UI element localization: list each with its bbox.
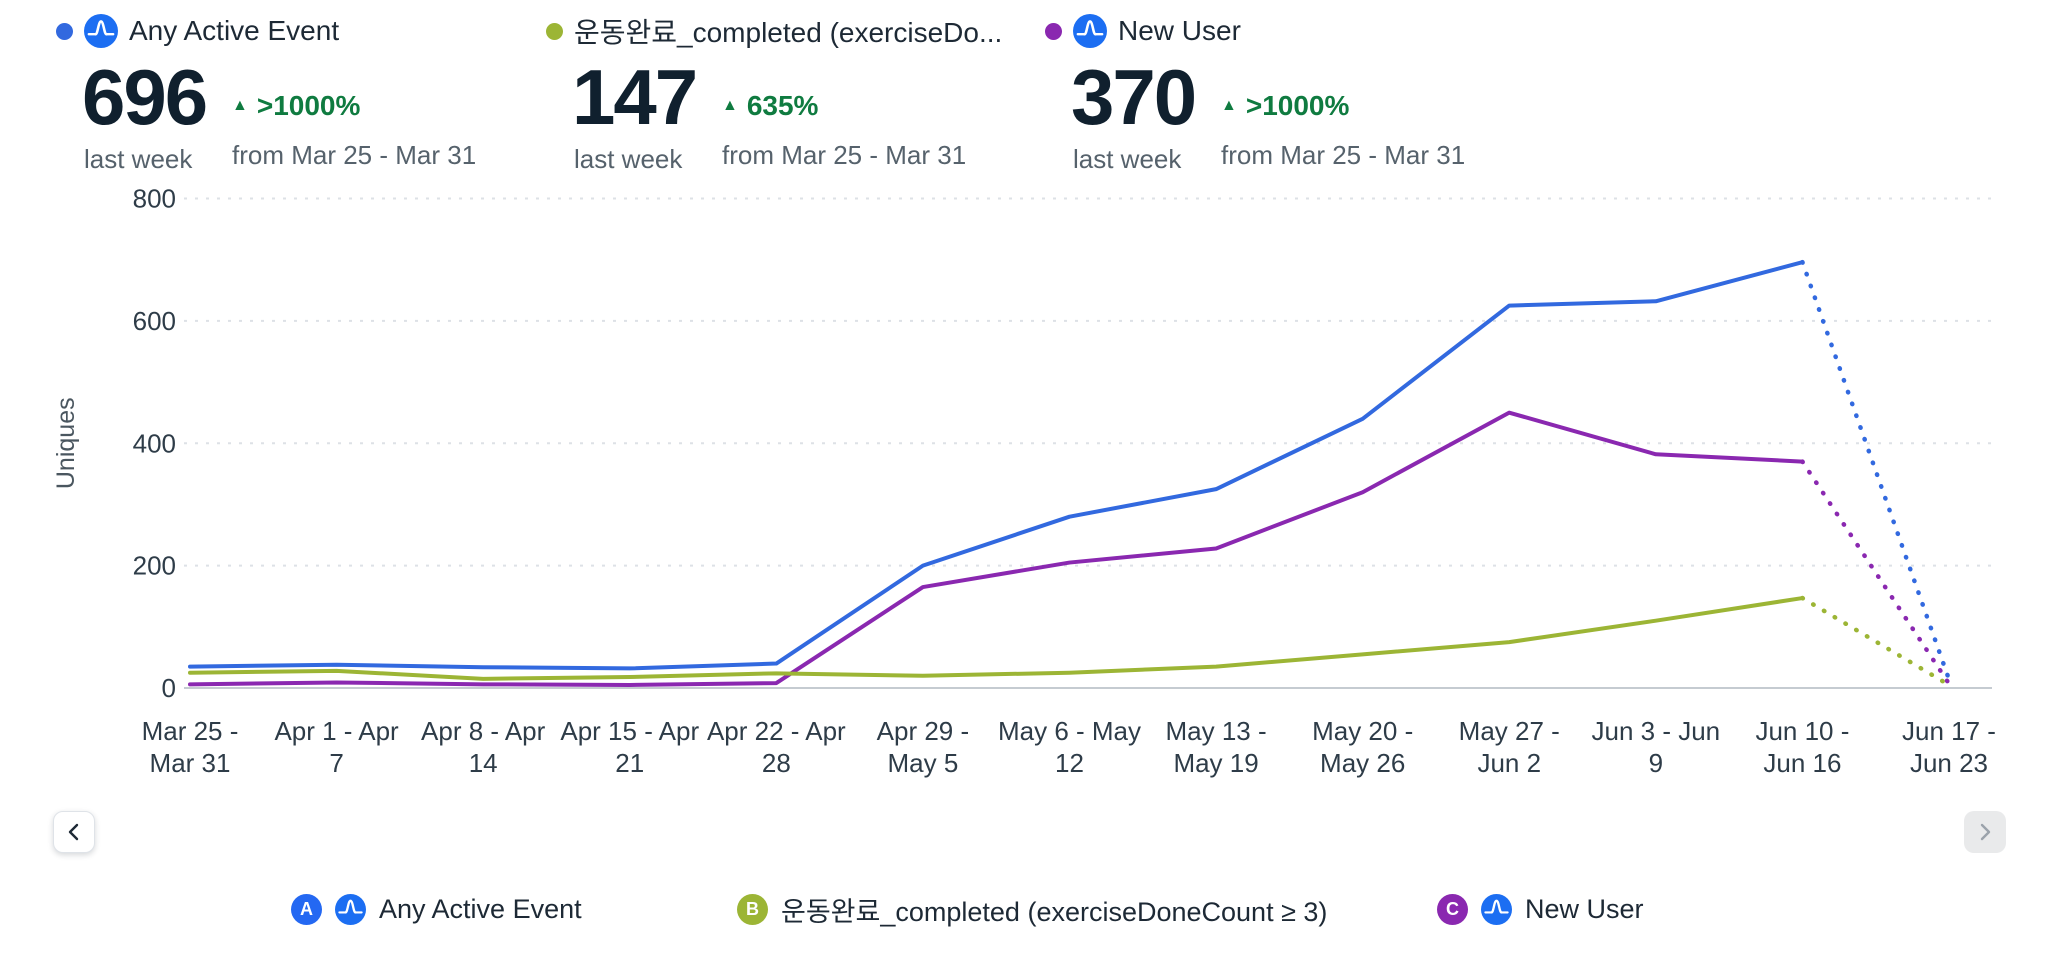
x-axis-label: Apr 22 - Apr	[707, 716, 846, 746]
x-axis-label: Jun 23	[1910, 748, 1988, 778]
x-axis-label: May 26	[1320, 748, 1405, 778]
metric-card-any-active-event: Any Active Event 696 last week ▲ >1000% …	[44, 8, 544, 180]
legend-label: 운동완료_completed (exerciseDoneCount ≥ 3)	[781, 896, 1328, 927]
x-axis-label: Apr 1 - Apr	[274, 716, 399, 746]
metric-header-new-user[interactable]: New User	[1033, 8, 1533, 54]
x-axis-label: May 6 - May	[998, 716, 1141, 746]
amplitude-logo-icon	[1073, 14, 1107, 48]
metric-value: 147	[572, 53, 698, 141]
x-axis-label: Jun 17 -	[1902, 716, 1996, 746]
legend-item-exercise-completed[interactable]: B 운동완료_completed (exerciseDoneCount ≥ 3)	[737, 892, 1328, 927]
metric-title: Any Active Event	[129, 15, 340, 46]
x-axis-label: Mar 31	[150, 748, 231, 778]
amplitude-logo-icon	[84, 14, 118, 48]
legend-letter-badge: B	[737, 893, 768, 925]
legend-label: New User	[1525, 893, 1644, 924]
metric-delta-block: ▲ >1000% from Mar 25 - Mar 31	[1221, 92, 1465, 171]
series-line	[188, 260, 1805, 671]
y-tick-label: 800	[133, 184, 176, 214]
metric-title: 운동완료_completed (exerciseDo...	[574, 17, 1003, 48]
metric-value: 370	[1071, 53, 1197, 141]
x-axis-label: 14	[469, 748, 498, 778]
chevron-left-icon	[68, 823, 79, 841]
metric-header-exercise-completed[interactable]: 운동완료_completed (exerciseDo...	[534, 8, 1034, 54]
series-line-projected	[1800, 459, 1952, 686]
chart-scroll-next-button[interactable]	[1964, 811, 2006, 853]
x-axis-label: Jun 2	[1477, 748, 1541, 778]
amplitude-logo-icon	[1481, 893, 1512, 925]
metric-delta: ▲ 635%	[722, 92, 966, 120]
metric-period-label: last week	[1073, 144, 1182, 174]
metric-period-label: last week	[574, 144, 683, 174]
metric-comparison-label: from Mar 25 - Mar 31	[1221, 140, 1466, 170]
metric-card-exercise-completed: 운동완료_completed (exerciseDo... 147 last w…	[534, 8, 1034, 180]
metric-card-new-user: New User 370 last week ▲ >1000% from Mar…	[1033, 8, 1533, 180]
legend-letter-badge: A	[291, 893, 322, 925]
x-axis-label: 28	[762, 748, 791, 778]
series-color-dot	[546, 22, 563, 40]
metric-header-any-active-event[interactable]: Any Active Event	[44, 8, 544, 54]
legend-label: Any Active Event	[379, 893, 582, 924]
x-axis-label: May 19	[1173, 748, 1258, 778]
metric-delta-block: ▲ >1000% from Mar 25 - Mar 31	[232, 92, 476, 171]
x-axis-label: 7	[329, 748, 343, 778]
x-axis-label: May 27 -	[1459, 716, 1560, 746]
x-axis-label: 21	[615, 748, 644, 778]
series-line	[188, 596, 1805, 681]
trend-up-icon: ▲	[232, 97, 248, 114]
y-tick-label: 600	[133, 306, 176, 336]
legend-letter-badge: C	[1437, 893, 1468, 925]
x-axis-label: Jun 3 - Jun	[1592, 716, 1721, 746]
chevron-right-icon	[1980, 823, 1991, 841]
metric-delta: ▲ >1000%	[232, 92, 476, 120]
x-axis-label: 12	[1055, 748, 1084, 778]
metric-value: 696	[82, 53, 208, 141]
series-color-dot	[56, 22, 73, 40]
x-axis-label: Apr 29 -	[877, 716, 970, 746]
series-color-dot	[1045, 22, 1062, 40]
series-line-projected	[1800, 259, 1952, 682]
x-axis-label: Mar 25 -	[142, 716, 239, 746]
trend-up-icon: ▲	[1221, 97, 1237, 114]
y-tick-label: 200	[133, 551, 176, 581]
x-axis-label: Apr 15 - Apr	[560, 716, 699, 746]
x-axis-label: Apr 8 - Apr	[421, 716, 546, 746]
metric-delta-value: >1000%	[1245, 90, 1350, 121]
metric-comparison-label: from Mar 25 - Mar 31	[722, 140, 967, 170]
x-axis-label: May 5	[888, 748, 959, 778]
metric-delta-value: >1000%	[256, 90, 361, 121]
legend-item-any-active-event[interactable]: A Any Active Event	[291, 892, 582, 926]
x-axis-label: 9	[1649, 748, 1663, 778]
y-axis-title: Uniques	[52, 397, 80, 489]
x-axis-label: Jun 16	[1763, 748, 1841, 778]
trend-up-icon: ▲	[722, 97, 738, 114]
series-line	[188, 410, 1805, 687]
x-axis-label: May 13 -	[1166, 716, 1267, 746]
x-axis-label: Jun 10 -	[1755, 716, 1849, 746]
y-tick-label: 400	[133, 428, 176, 458]
legend-item-new-user[interactable]: C New User	[1437, 892, 1644, 926]
metric-comparison-label: from Mar 25 - Mar 31	[232, 140, 477, 170]
metric-title: New User	[1118, 15, 1241, 46]
metric-delta-block: ▲ 635% from Mar 25 - Mar 31	[722, 92, 966, 171]
chart-scroll-prev-button[interactable]	[53, 811, 95, 853]
x-axis-label: May 20 -	[1312, 716, 1413, 746]
series-line-projected	[1800, 595, 1952, 688]
metric-delta: ▲ >1000%	[1221, 92, 1465, 120]
y-tick-label: 0	[162, 673, 176, 703]
amplitude-logo-icon	[335, 893, 366, 925]
metric-period-label: last week	[84, 144, 193, 174]
metric-delta-value: 635%	[746, 90, 819, 121]
